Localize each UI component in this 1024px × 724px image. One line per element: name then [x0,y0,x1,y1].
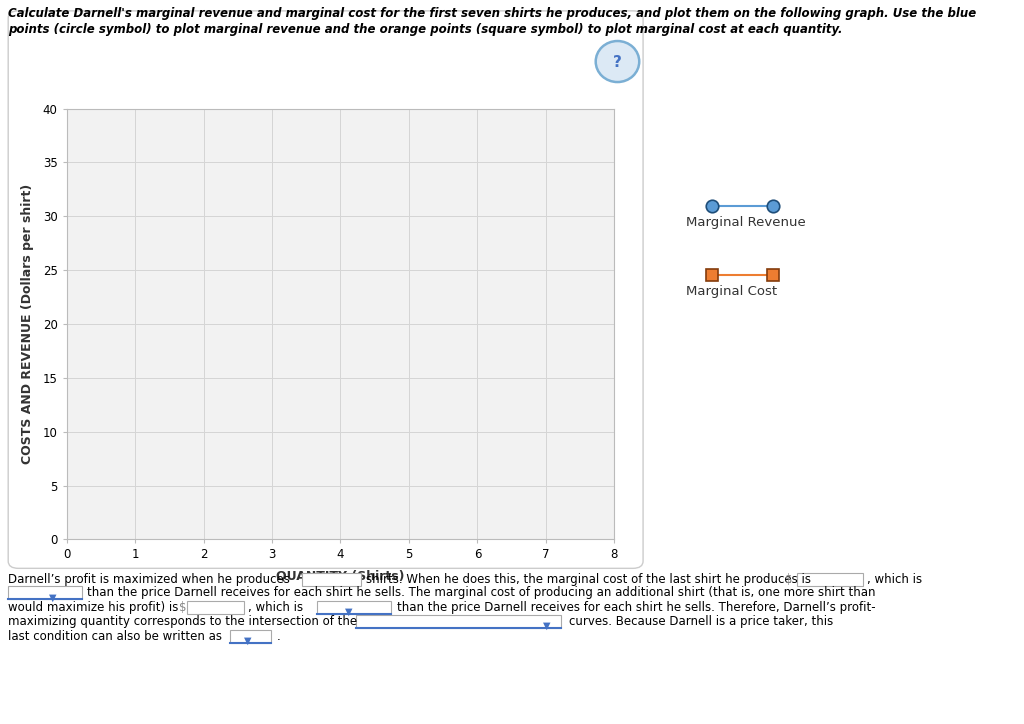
Text: ▼: ▼ [345,607,352,617]
Text: ▼: ▼ [244,636,251,646]
Text: , which is: , which is [867,573,923,586]
Text: than the price Darnell receives for each shirt he sells. Therefore, Darnell’s pr: than the price Darnell receives for each… [397,601,876,614]
Text: ▼: ▼ [49,593,56,603]
Text: $: $ [179,601,186,614]
Y-axis label: COSTS AND REVENUE (Dollars per shirt): COSTS AND REVENUE (Dollars per shirt) [22,184,35,464]
X-axis label: QUANTITY (Shirts): QUANTITY (Shirts) [276,570,404,583]
Text: Marginal Cost: Marginal Cost [686,285,777,298]
Circle shape [596,41,639,82]
Text: $: $ [785,573,793,586]
Text: Calculate Darnell's marginal revenue and marginal cost for the first seven shirt: Calculate Darnell's marginal revenue and… [8,7,977,20]
Text: would maximize his profit) is: would maximize his profit) is [8,601,178,614]
Text: Marginal Revenue: Marginal Revenue [686,216,806,229]
Text: last condition can also be written as: last condition can also be written as [8,630,222,643]
Text: maximizing quantity corresponds to the intersection of the: maximizing quantity corresponds to the i… [8,615,357,628]
Text: curves. Because Darnell is a price taker, this: curves. Because Darnell is a price taker… [569,615,834,628]
Text: points (circle symbol) to plot marginal revenue and the orange points (square sy: points (circle symbol) to plot marginal … [8,23,843,36]
Text: Darnell’s profit is maximized when he produces: Darnell’s profit is maximized when he pr… [8,573,290,586]
Text: ?: ? [613,55,622,70]
Text: .: . [276,630,281,643]
Text: than the price Darnell receives for each shirt he sells. The marginal cost of pr: than the price Darnell receives for each… [87,586,876,599]
Text: shirts. When he does this, the marginal cost of the last shirt he produces is: shirts. When he does this, the marginal … [366,573,811,586]
Text: , which is: , which is [248,601,303,614]
Text: ▼: ▼ [543,621,550,631]
